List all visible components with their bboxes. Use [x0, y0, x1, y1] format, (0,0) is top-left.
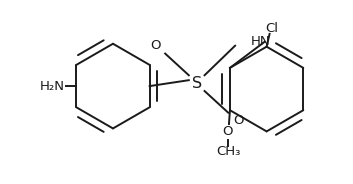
- Text: O: O: [223, 125, 233, 138]
- Text: S: S: [192, 76, 202, 91]
- Text: H₂N: H₂N: [40, 80, 65, 93]
- Text: HN: HN: [251, 35, 270, 48]
- Text: O: O: [150, 39, 161, 52]
- Text: CH₃: CH₃: [216, 145, 240, 158]
- Text: Cl: Cl: [265, 22, 278, 36]
- Text: O: O: [233, 114, 243, 127]
